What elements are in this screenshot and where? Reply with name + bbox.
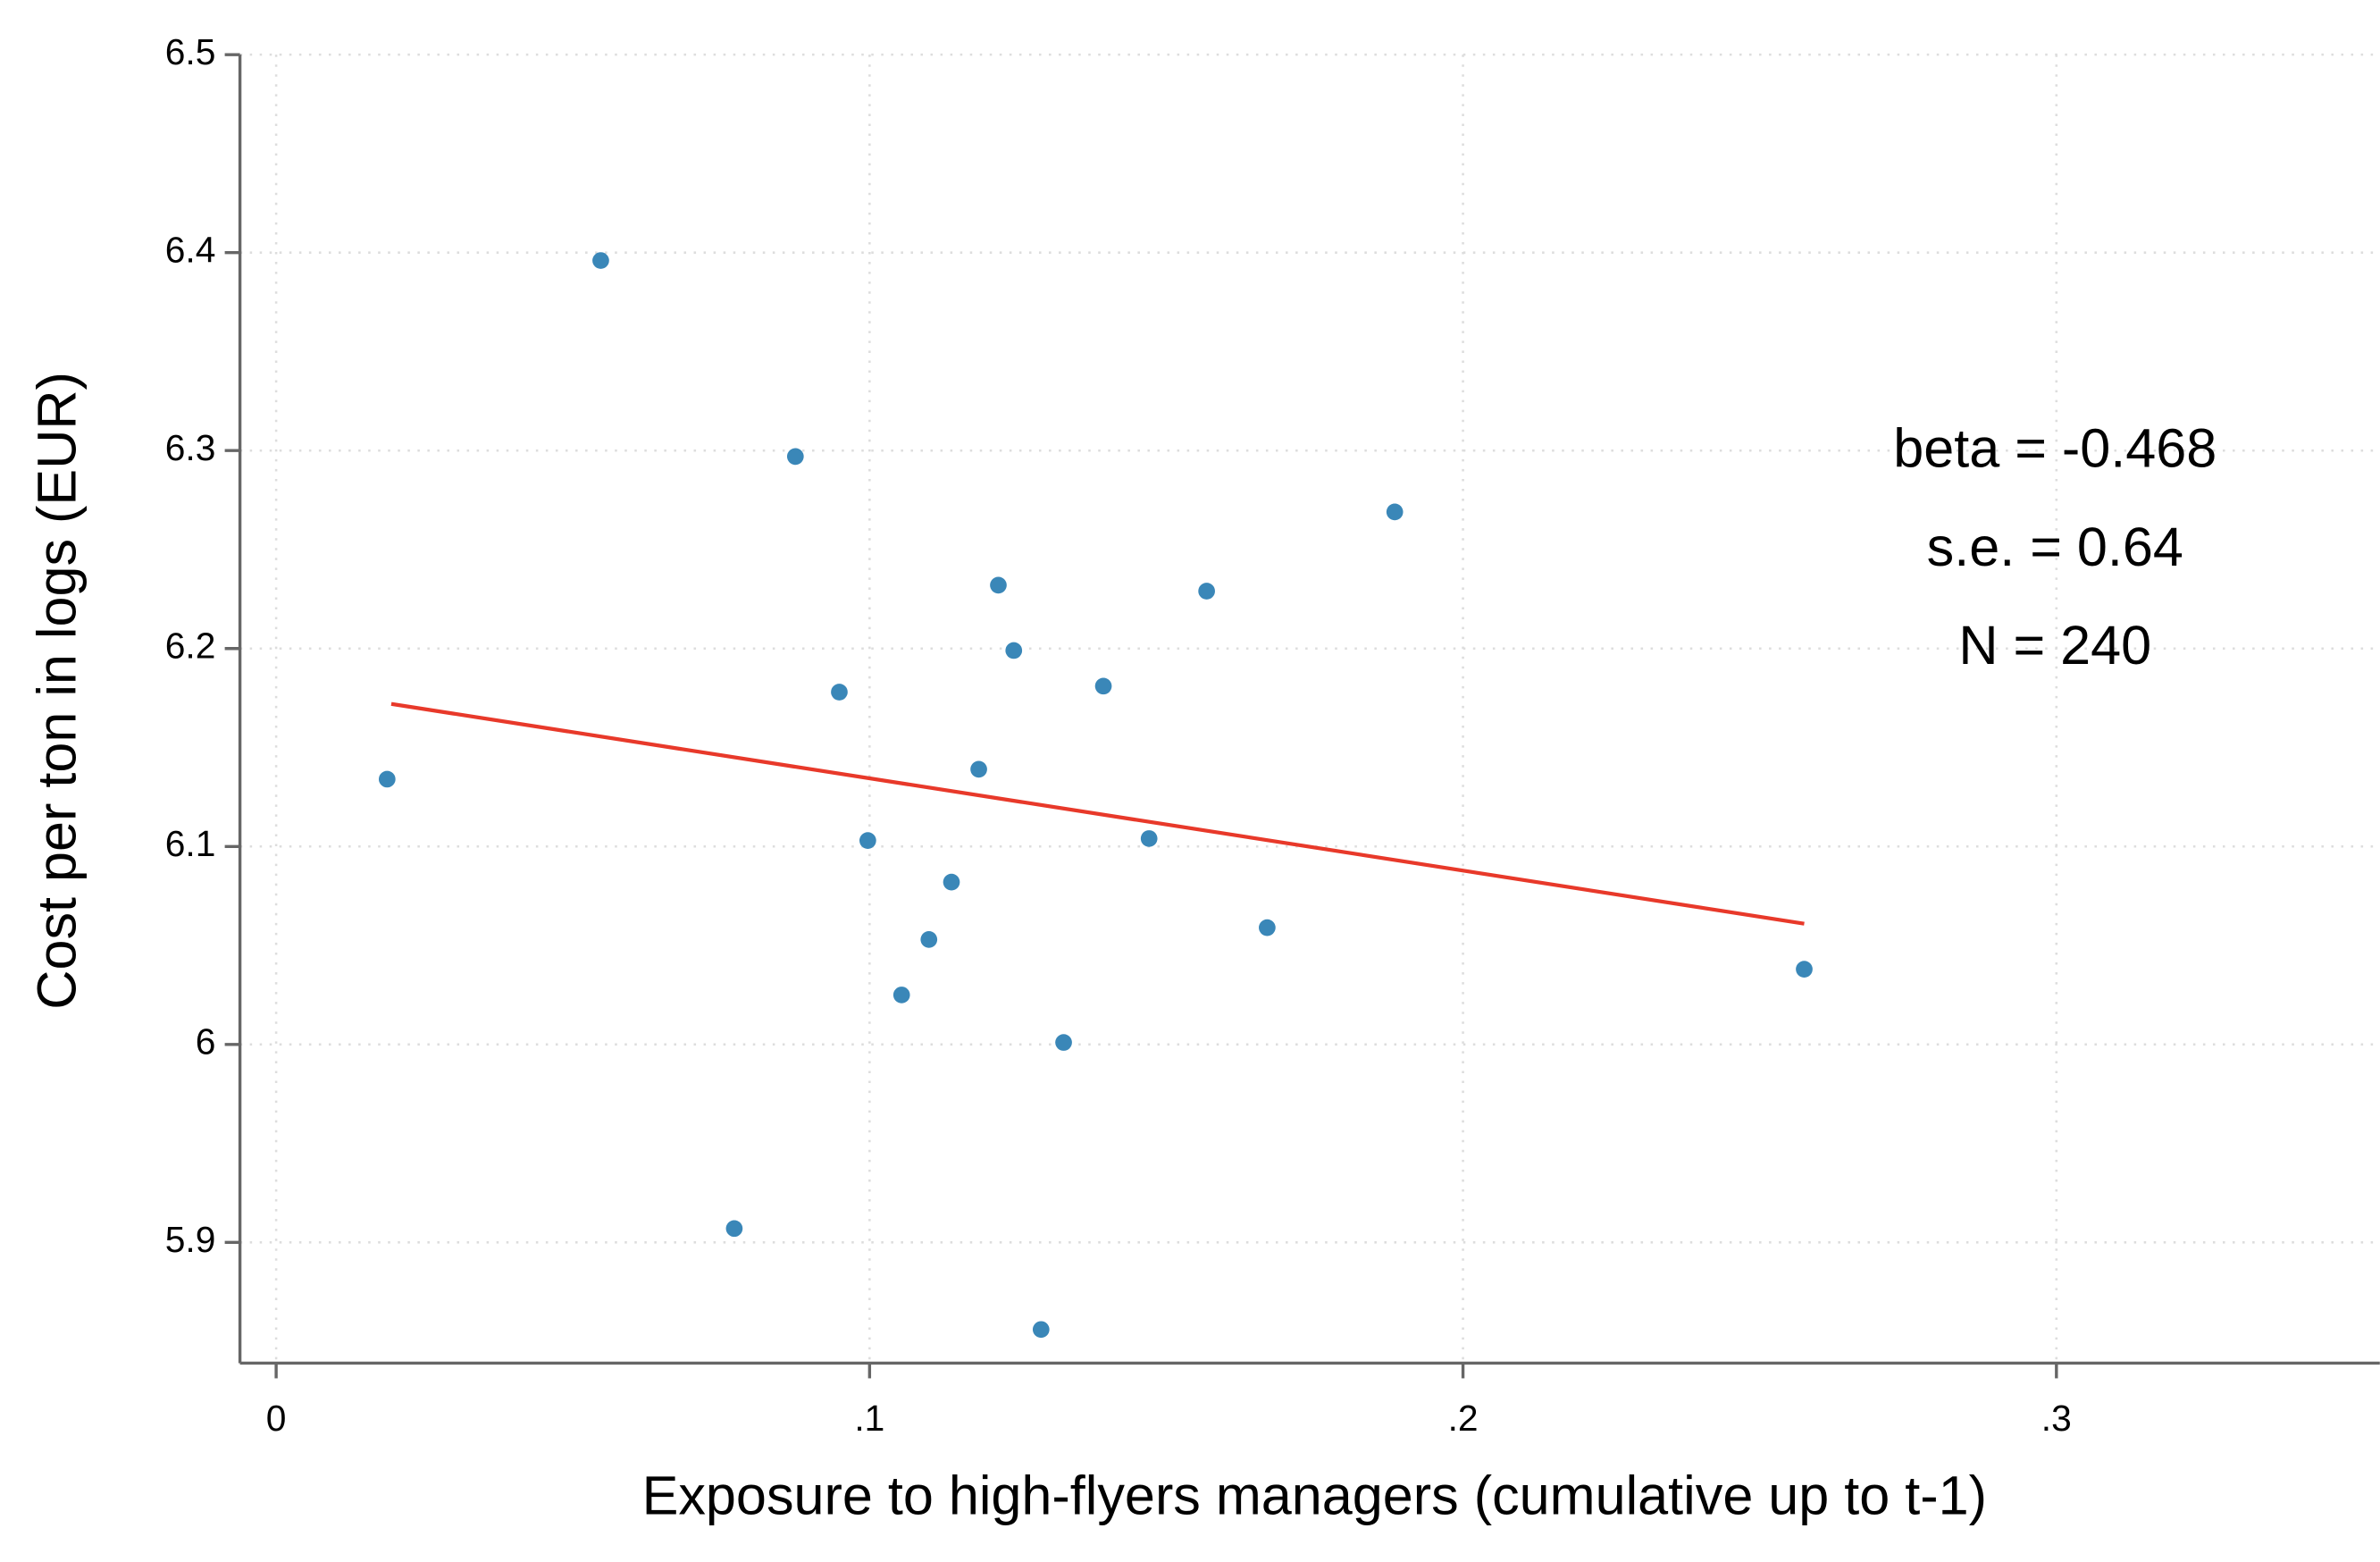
point (378, 770, 396, 788)
x-tick-label: .2 (1448, 1398, 1479, 1439)
x-tick-label: 0 (266, 1398, 287, 1439)
point (1055, 1034, 1072, 1051)
point (943, 873, 960, 891)
point (1032, 1321, 1050, 1339)
annotation: s.e. = 0.64 (1927, 516, 2183, 577)
point (786, 448, 804, 466)
point (990, 576, 1007, 594)
fit-line (390, 701, 1805, 926)
y-tick-label: 6.1 (165, 823, 216, 864)
point (1259, 919, 1276, 936)
y-axis-title: Cost per ton in logs (EUR) (26, 372, 87, 1010)
x-axis-title: Exposure to high-flyers managers (cumula… (642, 1465, 1987, 1526)
point (1796, 961, 1813, 978)
y-tick-label: 5.9 (165, 1219, 216, 1260)
y-tick-label: 6.3 (165, 427, 216, 468)
y-tick-label: 6 (196, 1021, 216, 1062)
point (831, 684, 848, 701)
point (1094, 677, 1112, 695)
point (1386, 503, 1404, 521)
point (1198, 583, 1215, 600)
x-tick-label: .3 (2041, 1398, 2072, 1439)
x-tick-label: .1 (854, 1398, 884, 1439)
point (859, 832, 876, 849)
point (1140, 830, 1158, 847)
point (892, 987, 910, 1004)
y-tick-label: 6.5 (165, 31, 216, 72)
point (725, 1220, 743, 1238)
y-tick-label: 6.2 (165, 626, 216, 667)
annotation: beta = -0.468 (1893, 417, 2217, 478)
point (920, 931, 938, 948)
y-tick-label: 6.4 (165, 229, 216, 270)
point (970, 760, 987, 778)
point (1005, 642, 1023, 659)
point (592, 252, 609, 269)
annotation: N = 240 (1958, 615, 2151, 676)
